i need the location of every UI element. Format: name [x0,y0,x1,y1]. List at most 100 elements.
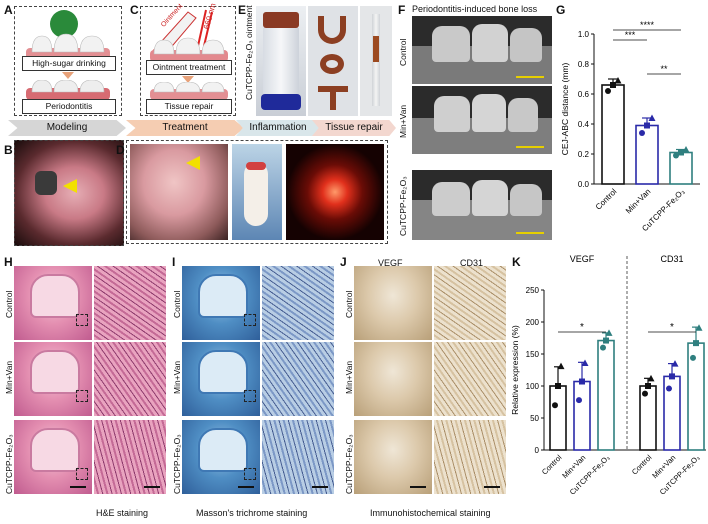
y-axis-label: CEJ-ABC distance (mm) [560,63,570,156]
data-point [669,373,675,380]
ihc-image-cd31 [434,342,506,416]
bar [669,151,693,185]
ihc-image-cd31 [434,420,506,494]
y-tick-label: 50 [530,414,539,423]
panel-f-row-label: Control [398,38,408,66]
histology-high-mag [262,420,334,494]
y-tick-label: 200 [526,318,540,327]
data-point [603,337,609,344]
panel-c-box-2: Tissue repair [146,99,232,114]
y-tick-label: 0.2 [578,150,590,159]
y-tick-label: 0.6 [578,90,590,99]
data-point [693,340,699,347]
zoom-box [76,314,88,326]
panel-letter-g: G [556,3,566,17]
histology-low-mag [182,420,260,494]
histology-low-mag [14,266,92,340]
ihc-image-vegf [354,266,432,340]
data-point [690,354,696,361]
panel-letter-e: E [238,3,247,17]
syringe-photo [360,6,392,116]
panel-letter-k: K [512,255,521,269]
ointment-jar-photo [256,6,306,116]
data-point [610,82,616,88]
panel-j-caption: Immunohistochemical staining [370,508,491,518]
tooth-section [30,274,80,318]
zoom-box [244,390,256,402]
panel-letter-d: D [116,143,125,157]
panel-h-row-label: CuTCPP-Fe₂O₃ [4,434,14,494]
scale-bar [70,486,86,488]
bar [601,84,625,185]
panel-d-frame [126,140,388,244]
mouse-mouth-photo [14,140,124,246]
data-point [695,324,703,331]
laser-spot [246,162,266,170]
data-point [671,360,679,367]
y-tick-label: 250 [526,286,540,295]
step-inflammation: Inflammation [236,120,320,136]
histology-low-mag [182,342,260,416]
data-point [555,383,561,389]
histology-high-mag [94,420,166,494]
y-tick-label: 100 [526,382,540,391]
microct-control [412,16,552,84]
panel-letter-a: A [4,3,13,17]
panel-h-caption: H&E staining [96,508,149,518]
molar [510,28,542,62]
panel-j-col-label: CD31 [460,258,484,268]
group-label: CD31 [660,254,683,264]
panel-j-col-label: VEGF [378,258,403,268]
significance-label: ** [660,64,668,74]
histology-low-mag [14,342,92,416]
panel-i-row-label: CuTCPP-Fe₂O₃ [172,434,182,494]
molar [434,96,470,132]
molar [472,180,508,216]
y-tick-label: 0.8 [578,60,590,69]
step-tissue-repair: Tissue repair [312,120,396,136]
histology-high-mag [262,342,334,416]
panel-letter-f: F [398,3,406,17]
y-tick-label: 0.0 [578,180,590,189]
molar [472,94,506,132]
t-shape-stem [330,86,336,110]
panel-letter-h: H [4,255,13,269]
jaw-illustration-diseased [26,80,110,100]
chart-g: 0.0 0.2 0.4 0.6 0.8 1.0 CEJ-ABC distance (mm) C… [560,20,700,233]
panel-f-title: Periodontitis-induced bone loss [412,4,538,14]
significance-label: **** [640,20,655,30]
step-treatment: Treatment [126,120,244,136]
panel-letter-c: C [130,3,139,17]
zoom-box [76,390,88,402]
u-shape [318,16,346,44]
panel-a-box-1: High-sugar drinking [22,56,116,71]
significance-label: * [670,322,674,333]
panel-j-row-label: Min+Van [344,360,354,394]
histology-high-mag [94,342,166,416]
scale-bar [144,486,160,488]
jar-lid [263,12,299,28]
panel-c-box-1: Ointment treatment [146,60,232,75]
y-axis-label: Relative expression (%) [510,325,520,415]
bar [573,380,591,451]
molar [508,98,538,132]
zoom-box [244,314,256,326]
jar-base [261,94,301,110]
jaw-illustration-treated [150,37,228,62]
tooth-section [198,350,248,394]
ihc-image-vegf [354,342,432,416]
x-tick-label: Min+Van [624,187,652,215]
data-point [600,344,606,351]
histology-high-mag [94,266,166,340]
data-point [552,402,558,409]
zoom-box [244,468,256,480]
histology-low-mag [14,420,92,494]
panel-f-row-label: CuTCPP-Fe₂O₃ [398,176,408,236]
bar [549,385,567,451]
panel-h-row-label: Control [4,290,14,318]
ihc-image-cd31 [434,266,506,340]
pointer-arrow-icon [63,179,77,193]
pointer-arrow-icon [186,156,200,170]
ointment-label: CuTCPP-Fe₂O₃ ointment [244,5,254,100]
scale-bar [312,486,328,488]
